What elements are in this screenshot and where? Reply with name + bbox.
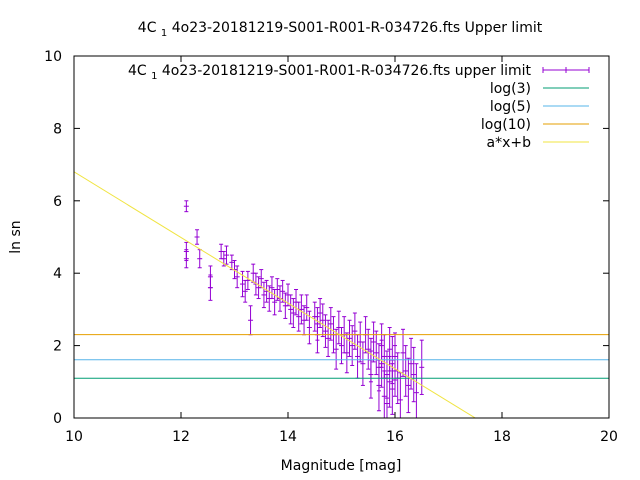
data-point xyxy=(183,249,189,269)
legend-entry: log(5) xyxy=(490,99,589,115)
data-point xyxy=(298,294,304,325)
legend-label: a*x+b xyxy=(487,135,532,151)
y-tick-label: 2 xyxy=(53,339,62,355)
data-point xyxy=(403,345,409,397)
x-tick-label: 16 xyxy=(386,429,404,445)
y-tick-label: 10 xyxy=(44,49,62,65)
data-point xyxy=(339,327,344,365)
data-point xyxy=(336,310,342,345)
data-point xyxy=(349,325,355,367)
legend-label: log(5) xyxy=(490,99,531,115)
data-point xyxy=(373,330,379,376)
data-point xyxy=(381,370,387,418)
data-point xyxy=(280,279,286,303)
data-point xyxy=(384,377,390,418)
data-point xyxy=(365,328,371,370)
series-layer xyxy=(74,171,609,418)
legend-label: log(10) xyxy=(481,117,531,133)
y-tick-label: 4 xyxy=(53,266,62,282)
data-point xyxy=(288,294,294,325)
data-point xyxy=(183,200,189,213)
fit-line xyxy=(74,171,477,418)
legend: 4C 1 4o23-20181219-S001-R001-R-034726.ft… xyxy=(128,63,590,151)
legend-entry: log(3) xyxy=(490,81,589,97)
data-point xyxy=(320,303,326,338)
y-axis-label: ln sn xyxy=(8,220,24,253)
data-point xyxy=(256,276,262,300)
x-tick-label: 18 xyxy=(493,429,511,445)
data-point xyxy=(411,346,417,403)
data-point xyxy=(352,312,358,350)
y-tick-label: 0 xyxy=(53,411,62,427)
x-tick-label: 14 xyxy=(279,429,297,445)
data-point xyxy=(405,357,411,414)
data-point xyxy=(408,337,414,390)
data-point xyxy=(296,301,302,332)
data-point xyxy=(194,229,200,245)
data-point xyxy=(355,334,361,379)
legend-label: 4C 1 4o23-20181219-S001-R001-R-034726.ft… xyxy=(128,63,532,82)
chart-title: 4C 1 4o23-20181219-S001-R001-R-034726.ft… xyxy=(138,20,543,39)
legend-entry: log(10) xyxy=(481,117,589,133)
data-point xyxy=(304,294,310,321)
data-point xyxy=(223,245,229,265)
x-tick-label: 12 xyxy=(172,429,190,445)
data-point xyxy=(379,339,385,388)
data-point xyxy=(269,276,275,300)
data-point xyxy=(325,319,331,357)
chart-title-post: 4o23-20181219-S001-R001-R-034726.fts Upp… xyxy=(167,20,542,36)
legend-entry: a*x+b xyxy=(487,135,589,151)
y-tick-label: 8 xyxy=(53,121,62,137)
data-point xyxy=(389,363,395,415)
data-point xyxy=(413,363,419,418)
axes-layer: 10 12 14 16 18 20 0 2 4 6 8 10 xyxy=(44,49,618,445)
chart-title-sub: 1 xyxy=(161,28,167,39)
data-point xyxy=(234,265,240,289)
x-tick-label: 10 xyxy=(65,429,83,445)
data-point xyxy=(333,328,339,370)
legend-label: log(3) xyxy=(490,81,531,97)
x-tick-label: 20 xyxy=(600,429,618,445)
data-point xyxy=(347,319,353,357)
data-point xyxy=(197,249,203,269)
plot-frame xyxy=(73,55,610,419)
data-point xyxy=(248,305,254,336)
x-axis-label: Magnitude [mag] xyxy=(281,458,402,474)
legend-entry: 4C 1 4o23-20181219-S001-R001-R-034726.ft… xyxy=(128,63,590,82)
data-point xyxy=(207,274,213,301)
data-point xyxy=(392,332,398,381)
y-tick-label: 6 xyxy=(53,194,62,210)
data-point xyxy=(258,269,264,289)
data-point xyxy=(322,314,328,348)
data-point xyxy=(328,307,334,341)
chart-title-pre: 4C xyxy=(138,20,161,36)
data-point xyxy=(400,328,406,377)
data-point xyxy=(397,372,403,418)
data-point xyxy=(368,350,374,399)
data-point xyxy=(290,298,296,328)
data-point xyxy=(245,270,251,290)
data-point xyxy=(261,281,267,309)
